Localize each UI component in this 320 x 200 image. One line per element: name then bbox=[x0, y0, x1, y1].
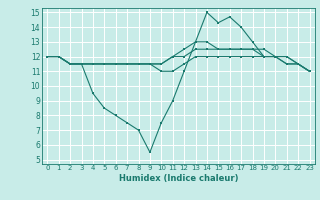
X-axis label: Humidex (Indice chaleur): Humidex (Indice chaleur) bbox=[119, 174, 238, 183]
